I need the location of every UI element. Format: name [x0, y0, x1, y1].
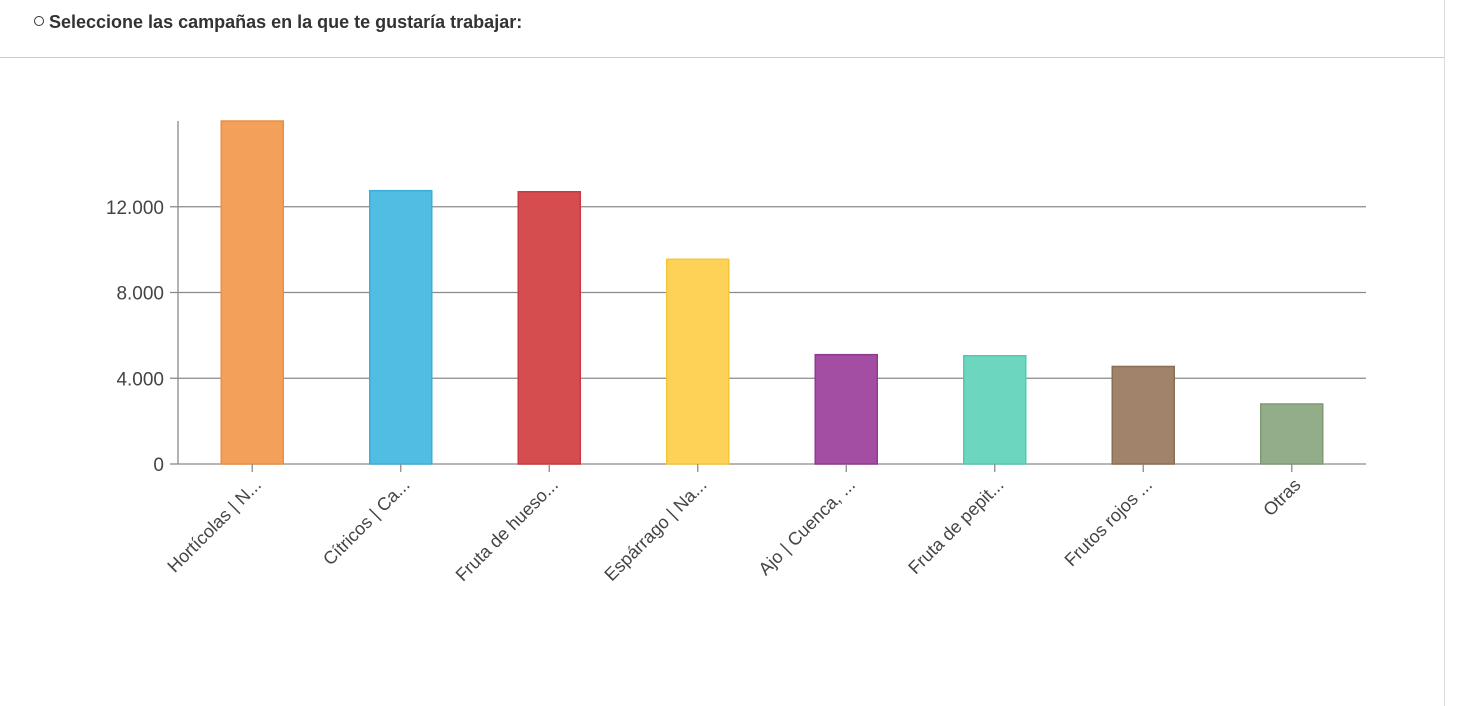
bar-6: [1111, 365, 1175, 465]
question-title-text: Seleccione las campañas en la que te gus…: [49, 12, 523, 32]
scrollbar[interactable]: [1446, 0, 1474, 706]
x-category-label-6: Frutos rojos ...: [1061, 475, 1156, 570]
bar-0: [220, 120, 284, 465]
bar-1: [369, 189, 433, 465]
question-title: Seleccione las campañas en la que te gus…: [34, 12, 522, 33]
x-category-label-3: Espárrago | Na...: [600, 475, 710, 585]
x-category-label-4: Ajo | Cuenca, ...: [755, 475, 859, 579]
y-tick-label-1: 4.000: [116, 369, 164, 390]
y-tick-label-0: 0: [153, 455, 164, 476]
question-header: Seleccione las campañas en la que te gus…: [0, 0, 1444, 58]
y-tick-label-2: 8.000: [116, 284, 164, 305]
bar-7: [1260, 403, 1324, 465]
x-category-label-0: Hortícolas | N...: [163, 475, 265, 577]
bar-4: [814, 353, 878, 465]
x-category-label-7: Otras: [1259, 475, 1304, 520]
bar-3: [666, 258, 730, 465]
x-category-label-1: Cítricos | Ca...: [319, 475, 414, 570]
x-category-label-5: Fruta de pepit...: [904, 475, 1007, 578]
y-tick-label-3: 12.000: [106, 198, 164, 219]
bar-2: [517, 190, 581, 465]
x-category-label-2: Fruta de hueso...: [452, 475, 562, 585]
bullet-icon: [34, 16, 44, 26]
bar-chart: 0 4.000 8.000 12.000 Hortícolas | N... Cítric…: [106, 120, 1366, 585]
bar-5: [963, 354, 1027, 465]
